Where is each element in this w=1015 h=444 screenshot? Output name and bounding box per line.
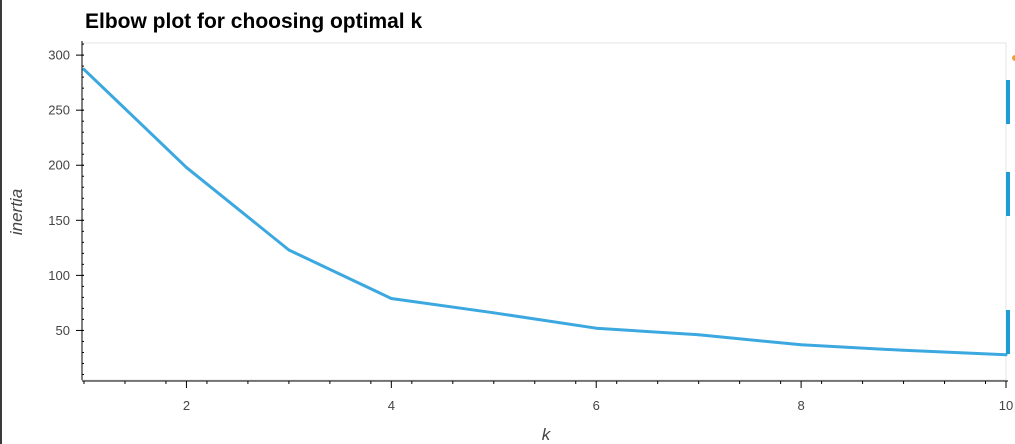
x-tick-label: 2 bbox=[183, 398, 190, 413]
plot-frame bbox=[81, 42, 1007, 381]
zoom-tool-icon[interactable] bbox=[1006, 172, 1010, 216]
data-point bbox=[594, 326, 598, 330]
y-tick-label: 50 bbox=[56, 323, 70, 338]
reset-tool-icon[interactable] bbox=[1006, 310, 1010, 354]
y-axis: 50 100 150 200 250 300 bbox=[48, 41, 84, 380]
x-tick-label: 8 bbox=[797, 398, 804, 413]
y-tick-label: 150 bbox=[48, 213, 70, 228]
y-axis-label: inertia bbox=[7, 189, 26, 235]
y-tick-label: 100 bbox=[48, 268, 70, 283]
y-tick-label: 250 bbox=[48, 103, 70, 118]
x-tick-label: 10 bbox=[999, 398, 1013, 413]
y-tick-label: 200 bbox=[48, 158, 70, 173]
x-tick-label: 4 bbox=[388, 398, 395, 413]
left-border bbox=[0, 0, 2, 444]
chart-title: Elbow plot for choosing optimal k bbox=[85, 10, 423, 33]
data-point bbox=[389, 297, 393, 300]
plot-toolbar bbox=[1006, 50, 1015, 370]
y-tick-label: 300 bbox=[48, 48, 70, 63]
data-point bbox=[799, 343, 803, 347]
x-axis-label: k bbox=[542, 425, 552, 444]
data-point bbox=[185, 166, 188, 169]
data-point bbox=[287, 248, 291, 252]
data-point bbox=[697, 333, 701, 337]
series-line bbox=[82, 67, 1008, 357]
series-layer bbox=[82, 67, 1008, 357]
x-axis: 2 4 6 8 10 bbox=[82, 380, 1013, 413]
pan-tool-icon[interactable] bbox=[1006, 80, 1010, 124]
x-tick-label: 6 bbox=[593, 398, 600, 413]
data-point bbox=[492, 311, 496, 315]
bokeh-logo-icon[interactable] bbox=[1012, 55, 1015, 61]
data-point bbox=[902, 348, 905, 352]
data-point bbox=[82, 68, 86, 71]
